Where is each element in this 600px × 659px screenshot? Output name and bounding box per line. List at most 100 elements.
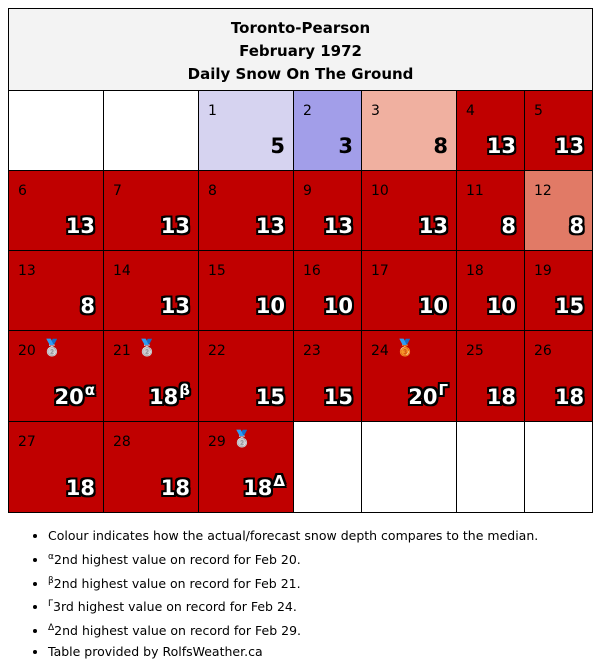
- footnote-beta: β2nd highest value on record for Feb 21.: [48, 571, 590, 595]
- day-cell-7: 7 13: [103, 170, 199, 251]
- snow-value: 15: [255, 385, 285, 409]
- day-cell-25: 25 18: [456, 330, 525, 422]
- day-number: 19: [534, 263, 552, 279]
- empty-cell: [8, 90, 104, 171]
- day-cell-28: 28 18: [103, 421, 199, 513]
- title-month: February 1972: [239, 42, 362, 60]
- snow-value: 10: [323, 294, 353, 318]
- day-cell-29: 29 🥈 18Δ: [198, 421, 294, 513]
- day-number: 14: [113, 263, 131, 279]
- bronze-medal-icon: 🥉: [395, 338, 415, 357]
- empty-cell: [103, 90, 199, 171]
- snow-value: 15: [554, 294, 585, 318]
- title-metric: Daily Snow On The Ground: [187, 65, 414, 83]
- day-number: 10: [371, 183, 389, 199]
- day-number: 28: [113, 434, 131, 450]
- day-cell-13: 13 8: [8, 250, 104, 331]
- day-number: 2: [303, 103, 312, 119]
- snow-value: 20α: [54, 381, 95, 409]
- snow-value: 13: [323, 214, 353, 238]
- day-number: 24: [371, 343, 389, 359]
- day-cell-6: 6 13: [8, 170, 104, 251]
- snow-calendar-table: Toronto-Pearson February 1972 Daily Snow…: [7, 8, 594, 513]
- snow-value: 18: [486, 385, 516, 409]
- day-number: 3: [371, 103, 380, 119]
- day-number: 27: [18, 434, 36, 450]
- day-cell-11: 11 8: [456, 170, 525, 251]
- snow-value: 13: [65, 214, 95, 238]
- snow-value: 18: [160, 476, 190, 500]
- footnote-delta: Δ2nd highest value on record for Feb 29.: [48, 618, 590, 642]
- day-number: 11: [466, 183, 484, 199]
- day-number: 20: [18, 343, 36, 359]
- snow-value: 8: [433, 134, 448, 158]
- snow-value: 10: [418, 294, 448, 318]
- snow-value: 10: [255, 294, 285, 318]
- table-title: Toronto-Pearson February 1972 Daily Snow…: [7, 8, 594, 91]
- footnotes-list: Colour indicates how the actual/forecast…: [30, 526, 590, 659]
- snow-value: 13: [160, 294, 190, 318]
- snow-value: 18Δ: [243, 472, 285, 500]
- day-number: 26: [534, 343, 552, 359]
- footnote-marker: β: [179, 381, 190, 399]
- day-cell-20: 20 🥈 20α: [8, 330, 104, 422]
- snow-value: 18: [65, 476, 95, 500]
- day-cell-12: 12 8: [523, 170, 594, 251]
- day-number: 23: [303, 343, 321, 359]
- day-number: 13: [18, 263, 36, 279]
- empty-cell: [293, 421, 362, 513]
- snow-value: 13: [255, 214, 285, 238]
- footnote-marker: Γ: [438, 381, 448, 399]
- day-number: 6: [18, 183, 27, 199]
- snow-value: 10: [486, 294, 516, 318]
- footnote-credit: Table provided by RolfsWeather.ca: [48, 642, 590, 659]
- day-number: 15: [208, 263, 226, 279]
- day-cell-27: 27 18: [8, 421, 104, 513]
- day-number: 1: [208, 103, 217, 119]
- day-cell-19: 19 15: [523, 250, 594, 331]
- snow-value: 3: [338, 134, 353, 158]
- snow-value: 13: [554, 134, 585, 158]
- title-station: Toronto-Pearson: [230, 19, 371, 37]
- snow-value: 13: [418, 214, 448, 238]
- day-cell-18: 18 10: [456, 250, 525, 331]
- day-cell-3: 3 8: [361, 90, 457, 171]
- day-cell-16: 16 10: [293, 250, 362, 331]
- day-cell-24: 24 🥉 20Γ: [361, 330, 457, 422]
- snow-value: 8: [80, 294, 95, 318]
- day-number: 9: [303, 183, 312, 199]
- empty-cell: [361, 421, 457, 513]
- snow-value: 13: [486, 134, 516, 158]
- day-number: 4: [466, 103, 475, 119]
- day-cell-22: 22 15: [198, 330, 294, 422]
- silver-medal-icon: 🥈: [42, 338, 62, 357]
- day-cell-17: 17 10: [361, 250, 457, 331]
- footnote-alpha: α2nd highest value on record for Feb 20.: [48, 547, 590, 571]
- day-number: 18: [466, 263, 484, 279]
- day-cell-9: 9 13: [293, 170, 362, 251]
- day-number: 29: [208, 434, 226, 450]
- day-cell-10: 10 13: [361, 170, 457, 251]
- footnote-gamma: Γ3rd highest value on record for Feb 24.: [48, 594, 590, 618]
- day-cell-4: 4 13: [456, 90, 525, 171]
- silver-medal-icon: 🥈: [232, 429, 252, 448]
- day-cell-21: 21 🥈 18β: [103, 330, 199, 422]
- footnote-marker: α: [84, 381, 95, 399]
- day-cell-5: 5 13: [523, 90, 594, 171]
- day-cell-15: 15 10: [198, 250, 294, 331]
- footnote-colour-legend: Colour indicates how the actual/forecast…: [48, 526, 590, 547]
- day-cell-23: 23 15: [293, 330, 362, 422]
- day-number: 8: [208, 183, 217, 199]
- snow-value: 13: [160, 214, 190, 238]
- day-cell-1: 1 5: [198, 90, 294, 171]
- day-cell-14: 14 13: [103, 250, 199, 331]
- day-number: 7: [113, 183, 122, 199]
- day-number: 25: [466, 343, 484, 359]
- day-number: 5: [534, 103, 543, 119]
- snow-value: 15: [323, 385, 353, 409]
- day-cell-8: 8 13: [198, 170, 294, 251]
- snow-value: 18: [554, 385, 585, 409]
- day-cell-26: 26 18: [523, 330, 594, 422]
- day-cell-2: 2 3: [293, 90, 362, 171]
- silver-medal-icon: 🥈: [137, 338, 157, 357]
